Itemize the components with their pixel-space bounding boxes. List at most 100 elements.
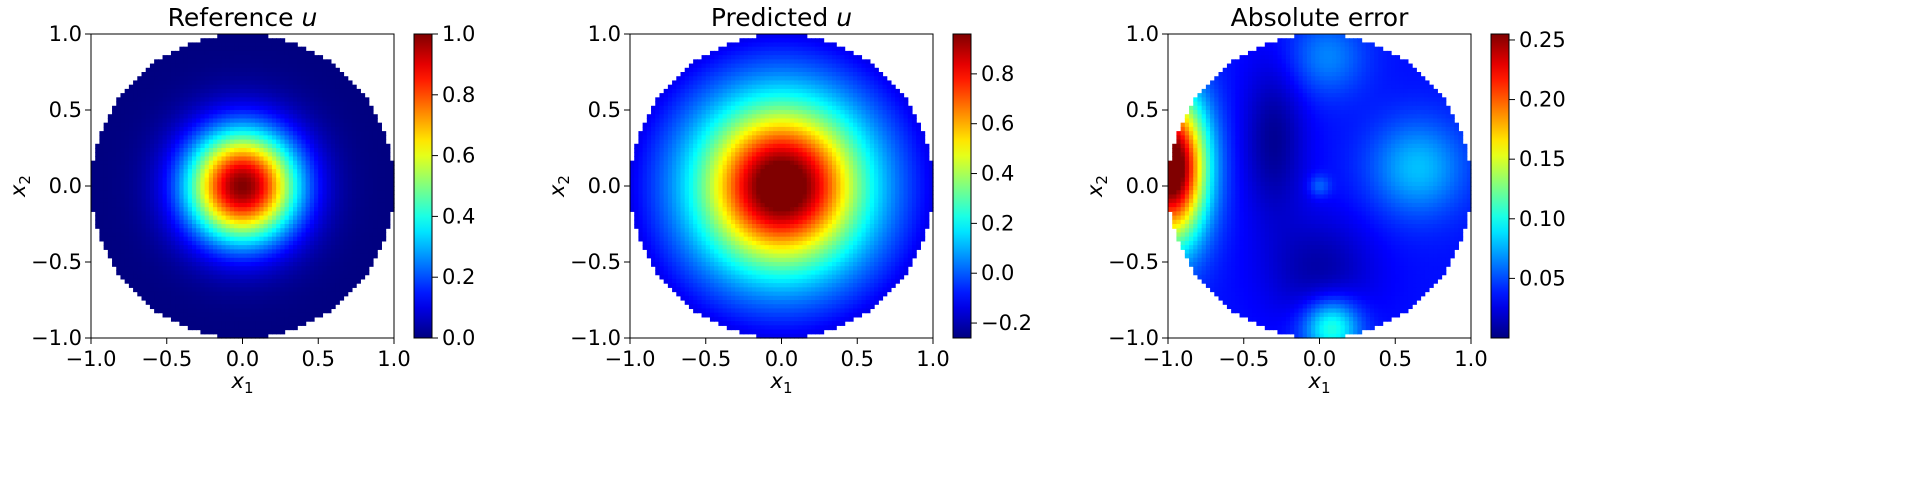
heatmap-cell: [381, 143, 387, 149]
heatmap-cell: [318, 135, 324, 141]
heatmap-cell: [103, 198, 109, 204]
heatmap-cell: [263, 300, 269, 305]
heatmap-cell: [234, 42, 239, 48]
heatmap-cell: [663, 122, 669, 128]
heatmap-cell: [183, 152, 189, 158]
heatmap-cell: [196, 139, 202, 145]
heatmap-cell: [667, 266, 673, 272]
heatmap-cell: [642, 186, 648, 191]
heatmap-cell: [133, 148, 138, 153]
heatmap-cell: [322, 240, 328, 246]
heatmap-cell: [651, 110, 656, 115]
heatmap-cell: [284, 295, 290, 301]
heatmap-cell: [200, 126, 206, 132]
heatmap-cell: [330, 300, 336, 305]
heatmap-cell: [187, 283, 193, 288]
heatmap-cell: [234, 270, 239, 276]
heatmap-cell: [705, 211, 711, 217]
heatmap-cell: [351, 257, 357, 263]
heatmap-cell: [688, 84, 694, 90]
heatmap-cell: [133, 88, 138, 94]
heatmap-cell: [179, 173, 185, 179]
heatmap-cell: [284, 156, 290, 162]
heatmap-cell: [154, 164, 159, 170]
heatmap-cell: [280, 72, 286, 77]
heatmap-cell: [166, 93, 172, 98]
heatmap-cell: [242, 278, 248, 284]
heatmap-cell: [356, 114, 361, 120]
heatmap-cell: [141, 278, 147, 284]
heatmap-cell: [293, 316, 298, 322]
heatmap-cell: [137, 131, 143, 136]
heatmap-cell: [684, 131, 690, 136]
heatmap-cell: [250, 240, 256, 246]
heatmap-cell: [305, 245, 311, 250]
heatmap-cell: [166, 245, 172, 250]
heatmap-cell: [183, 219, 189, 225]
heatmap-cell: [697, 101, 703, 107]
heatmap-cell: [204, 329, 210, 335]
heatmap-cell: [301, 143, 307, 149]
heatmap-cell: [318, 224, 324, 229]
heatmap-cell: [335, 287, 340, 293]
heatmap-cell: [187, 135, 193, 141]
heatmap-cell: [634, 173, 640, 179]
heatmap-cell: [183, 139, 189, 145]
heatmap-cell: [322, 308, 328, 314]
heatmap-cell: [166, 312, 172, 318]
heatmap-cell: [314, 93, 319, 98]
heatmap-cell: [343, 80, 349, 86]
heatmap-cell: [166, 219, 172, 225]
heatmap-cell: [242, 266, 248, 272]
heatmap-cell: [326, 295, 332, 301]
heatmap-cell: [200, 38, 206, 44]
heatmap-cell: [145, 266, 151, 272]
heatmap-cell: [271, 207, 277, 212]
heatmap-cell: [259, 249, 265, 255]
heatmap-cell: [705, 135, 711, 141]
heatmap-cell: [293, 245, 298, 250]
heatmap-cell: [183, 160, 189, 166]
heatmap-cell: [667, 215, 673, 221]
heatmap-cell: [288, 148, 294, 153]
heatmap-cell: [116, 245, 122, 250]
heatmap-cell: [339, 202, 345, 208]
heatmap-cell: [255, 156, 260, 162]
heatmap-cell: [187, 80, 193, 86]
heatmap-cell: [246, 287, 252, 293]
heatmap-cell: [284, 240, 290, 246]
heatmap-cell: [335, 249, 340, 255]
heatmap-cell: [192, 139, 197, 145]
heatmap-cell: [676, 232, 682, 238]
heatmap-cell: [267, 198, 273, 204]
heatmap-cell: [112, 118, 117, 124]
heatmap-cell: [297, 93, 303, 98]
heatmap-cell: [192, 295, 197, 301]
heatmap-cell: [688, 198, 694, 204]
heatmap-cell: [192, 80, 197, 86]
heatmap-cell: [267, 295, 273, 301]
heatmap-cell: [166, 232, 172, 238]
heatmap-cell: [634, 190, 640, 196]
heatmap-cell: [335, 198, 340, 204]
heatmap-cell: [284, 278, 290, 284]
heatmap-cell: [288, 46, 294, 52]
heatmap-cell: [309, 148, 315, 153]
heatmap-cell: [360, 164, 366, 170]
heatmap-cell: [149, 211, 155, 217]
heatmap-cell: [701, 257, 707, 263]
heatmap-cell: [335, 215, 340, 221]
heatmap-cell: [271, 190, 277, 196]
heatmap-cell: [271, 266, 277, 272]
heatmap-cell: [655, 236, 661, 242]
heatmap-cell: [364, 135, 370, 141]
heatmap-cell: [213, 164, 218, 170]
heatmap-cell: [680, 156, 686, 162]
heatmap-cell: [259, 101, 265, 107]
heatmap-cell: [297, 198, 303, 204]
heatmap-cell: [170, 139, 176, 145]
heatmap-cell: [297, 76, 303, 82]
heatmap-cell: [242, 38, 248, 44]
heatmap-cell: [322, 88, 328, 94]
heatmap-cell: [271, 143, 277, 149]
